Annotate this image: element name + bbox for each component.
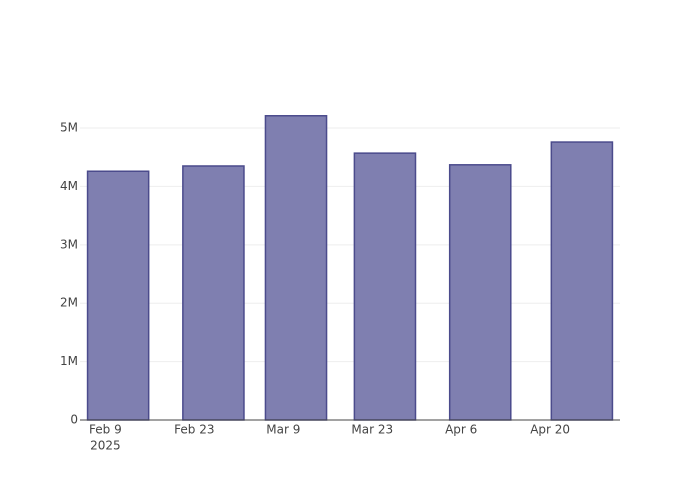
x-tick-label: Apr 20 [530, 423, 570, 437]
y-tick-label: 0 [70, 413, 78, 427]
x-tick-sublabel: 2025 [90, 439, 121, 453]
bar [448, 164, 512, 421]
x-tick-label: Apr 6 [445, 423, 477, 437]
x-tick-label: Feb 9 [89, 423, 122, 437]
bar [353, 152, 417, 421]
bar [86, 170, 150, 421]
y-tick-label: 2M [60, 296, 78, 310]
x-tick-label: Mar 23 [351, 423, 393, 437]
y-tick-label: 1M [60, 354, 78, 368]
y-tick-label: 3M [60, 237, 78, 251]
x-tick-label: Mar 9 [266, 423, 300, 437]
y-tick-label: 5M [60, 121, 78, 135]
y-tick-label: 4M [60, 179, 78, 193]
bar [182, 165, 245, 421]
bar [264, 115, 328, 421]
bar [550, 141, 614, 421]
x-tick-label: Feb 23 [174, 423, 214, 437]
